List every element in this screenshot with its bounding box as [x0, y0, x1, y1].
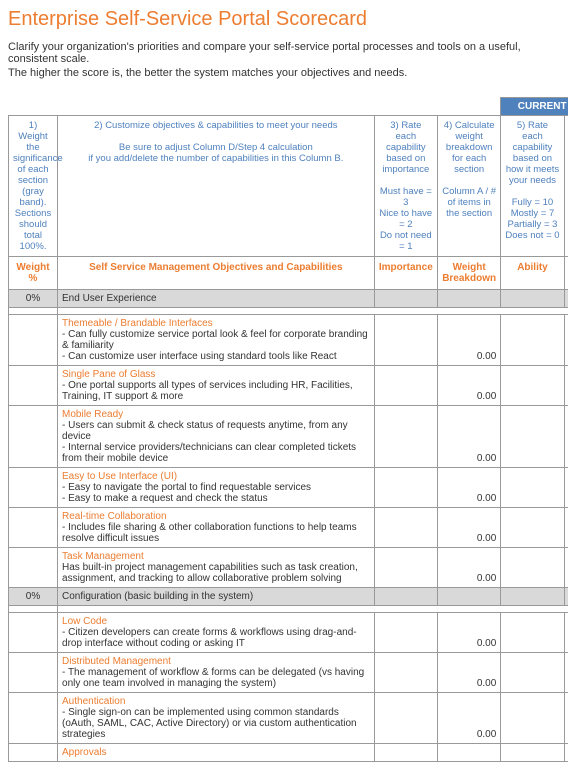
capability-title: Low Code — [62, 616, 370, 627]
intro-line-2: The higher the score is, the better the … — [8, 67, 560, 79]
instr-col-2: 2) Customize objectives & capabilities t… — [58, 116, 375, 257]
ability-cell[interactable] — [501, 366, 564, 406]
capability-title: Single Pane of Glass — [62, 369, 370, 380]
capability-title: Distributed Management — [62, 656, 370, 667]
capability-cell: Easy to Use Interface (UI)- Easy to navi… — [58, 468, 375, 508]
importance-cell[interactable] — [374, 406, 437, 468]
capability-cell: Themeable / Brandable Interfaces- Can fu… — [58, 315, 375, 366]
total-cell — [564, 366, 568, 406]
instr-col-1: 1) Weight the significance of each secti… — [9, 116, 58, 257]
importance-cell[interactable] — [374, 315, 437, 366]
weight-breakdown-cell: 0.00 — [437, 653, 500, 693]
weight-breakdown-cell: 0.00 — [437, 315, 500, 366]
capability-title: Task Management — [62, 551, 370, 562]
capability-cell: Real-time Collaboration- Includes file s… — [58, 508, 375, 548]
capability-cell: Low Code- Citizen developers can create … — [58, 613, 375, 653]
header-weight: Weight % — [9, 257, 58, 290]
scorecard-table: CURRENT SYSTEM 1) Weight the significanc… — [8, 97, 568, 762]
section-name: End User Experience — [58, 290, 375, 308]
ability-cell[interactable] — [501, 744, 564, 762]
capability-title: Easy to Use Interface (UI) — [62, 471, 370, 482]
header-objectives: Self Service Management Objectives and C… — [58, 257, 375, 290]
capability-title: Authentication — [62, 696, 370, 707]
page-title: Enterprise Self-Service Portal Scorecard — [8, 8, 560, 31]
capability-cell: Task ManagementHas built-in project mana… — [58, 548, 375, 588]
ability-cell[interactable] — [501, 613, 564, 653]
ability-cell[interactable] — [501, 653, 564, 693]
total-cell — [564, 653, 568, 693]
capability-title: Approvals — [62, 747, 370, 758]
ability-cell[interactable] — [501, 508, 564, 548]
header-weight-breakdown: Weight Breakdown — [437, 257, 500, 290]
ability-cell[interactable] — [501, 406, 564, 468]
weight-breakdown-cell: 0.00 — [437, 468, 500, 508]
weight-breakdown-cell — [437, 744, 500, 762]
current-system-header: CURRENT SYSTEM — [501, 98, 568, 116]
importance-cell[interactable] — [374, 693, 437, 744]
capability-cell: Single Pane of Glass- One portal support… — [58, 366, 375, 406]
section-name: Configuration (basic building in the sys… — [58, 588, 375, 606]
instr-col-5: 5) Rate each capability based on how it … — [501, 116, 564, 257]
capability-cell: Approvals — [58, 744, 375, 762]
total-cell — [564, 468, 568, 508]
header-importance: Importance — [374, 257, 437, 290]
instr-col-3: 3) Rate each capability based on importa… — [374, 116, 437, 257]
total-cell — [564, 613, 568, 653]
weight-breakdown-cell: 0.00 — [437, 406, 500, 468]
ability-cell[interactable] — [501, 548, 564, 588]
header-total: Total S — [564, 257, 568, 290]
instr-col-4: 4) Calculate weight breakdown for each s… — [437, 116, 500, 257]
weight-breakdown-cell: 0.00 — [437, 508, 500, 548]
total-cell — [564, 406, 568, 468]
total-cell — [564, 548, 568, 588]
capability-title: Mobile Ready — [62, 409, 370, 420]
total-cell — [564, 693, 568, 744]
ability-cell[interactable] — [501, 693, 564, 744]
weight-breakdown-cell: 0.00 — [437, 693, 500, 744]
section-weight: 0% — [9, 290, 58, 308]
importance-cell[interactable] — [374, 613, 437, 653]
total-cell — [564, 315, 568, 366]
total-cell — [564, 508, 568, 548]
weight-breakdown-cell: 0.00 — [437, 613, 500, 653]
importance-cell[interactable] — [374, 468, 437, 508]
intro-line-1: Clarify your organization's priorities a… — [8, 41, 560, 65]
total-cell — [564, 744, 568, 762]
capability-cell: Distributed Management- The management o… — [58, 653, 375, 693]
importance-cell[interactable] — [374, 548, 437, 588]
capability-cell: Mobile Ready- Users can submit & check s… — [58, 406, 375, 468]
importance-cell[interactable] — [374, 653, 437, 693]
capability-title: Real-time Collaboration — [62, 511, 370, 522]
importance-cell[interactable] — [374, 744, 437, 762]
importance-cell[interactable] — [374, 366, 437, 406]
ability-cell[interactable] — [501, 315, 564, 366]
capability-cell: Authentication- Single sign-on can be im… — [58, 693, 375, 744]
weight-breakdown-cell: 0.00 — [437, 548, 500, 588]
weight-breakdown-cell: 0.00 — [437, 366, 500, 406]
ability-cell[interactable] — [501, 468, 564, 508]
section-weight: 0% — [9, 588, 58, 606]
instr-col-6: 6) Compare scores Column C * Column E — [564, 116, 568, 257]
capability-title: Themeable / Brandable Interfaces — [62, 318, 370, 329]
importance-cell[interactable] — [374, 508, 437, 548]
header-ability: Ability — [501, 257, 564, 290]
